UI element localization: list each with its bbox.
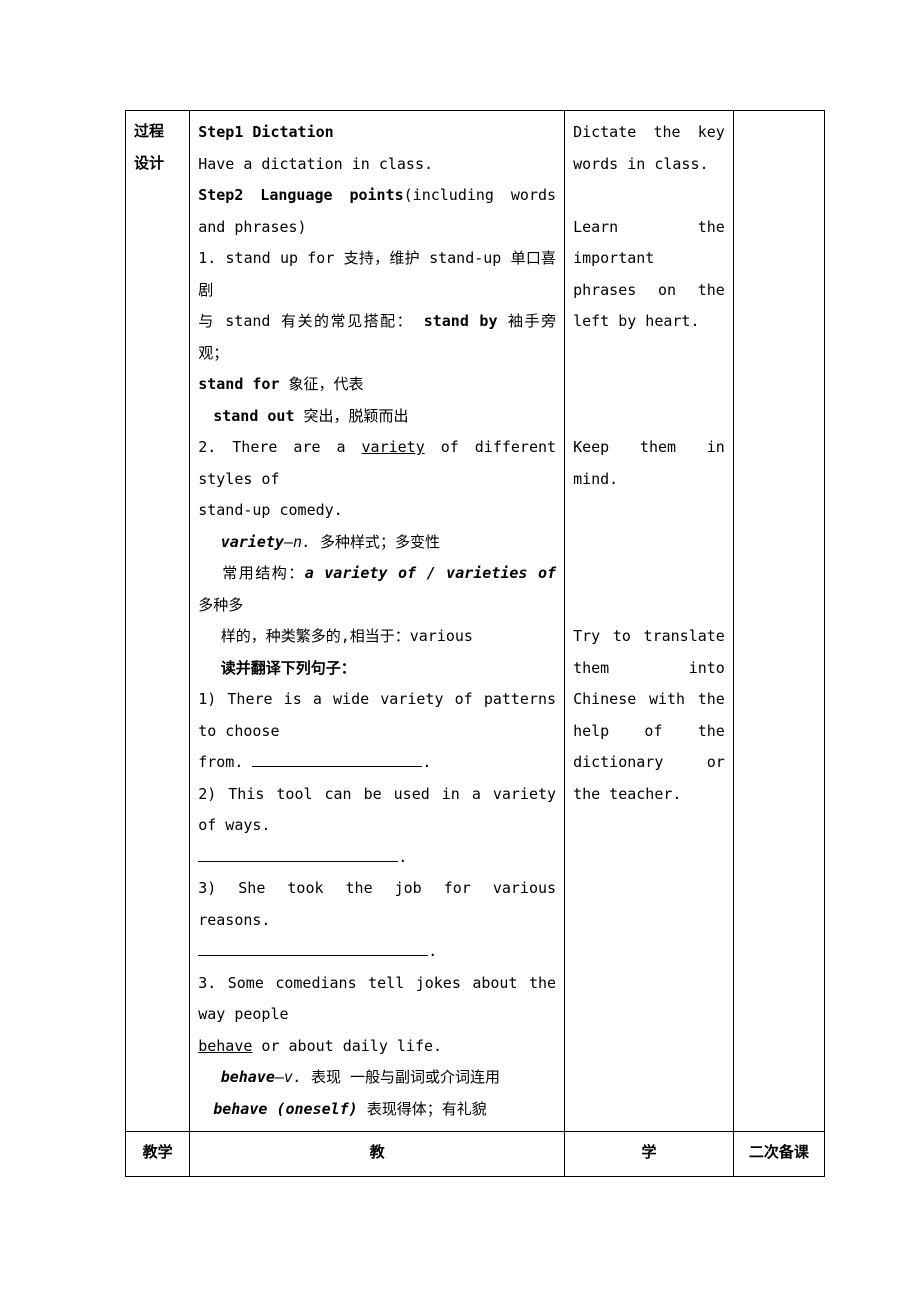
p1d-suffix: 突出，脱颖而出 bbox=[294, 407, 408, 425]
p2c-it: variety bbox=[221, 533, 284, 551]
ex1-a: 1) There is a wide variety of patterns t… bbox=[198, 684, 556, 747]
p2c-dash: — bbox=[284, 533, 293, 551]
table-row: 过程 设计 Step1 Dictation Have a dictation i… bbox=[126, 111, 825, 1132]
fill-blank bbox=[198, 940, 428, 956]
spacer bbox=[573, 495, 725, 621]
p2d-it: a variety of / varieties of bbox=[305, 564, 556, 582]
right-block-4: Try to translate them into Chinese with … bbox=[573, 621, 725, 810]
hdr-col3: 学 bbox=[565, 1132, 734, 1177]
p2a-underline: variety bbox=[362, 438, 425, 456]
right-block-3: Keep them in mind. bbox=[573, 432, 725, 495]
p3c-v: v. bbox=[284, 1068, 302, 1086]
ex2-b: . bbox=[198, 842, 556, 874]
p3c-dash: — bbox=[275, 1068, 284, 1086]
p3c-suffix: 表现 一般与副词或介词连用 bbox=[302, 1068, 500, 1086]
hdr-col2: 教 bbox=[190, 1132, 565, 1177]
p3b-suffix: or about daily life. bbox=[252, 1037, 442, 1055]
p2a-prefix: 2. There are a bbox=[198, 438, 361, 456]
p2c-n: n. bbox=[293, 533, 311, 551]
p1b-bold: stand by bbox=[424, 312, 498, 330]
step2-prefix: Step2 Language points bbox=[198, 186, 403, 204]
p3d-suffix: 表现得体；有礼貌 bbox=[358, 1100, 487, 1118]
point2-a: 2. There are a variety of different styl… bbox=[198, 432, 556, 495]
right-block-1: Dictate the key words in class. bbox=[573, 117, 725, 180]
ex3-b: . bbox=[198, 936, 556, 968]
label-line2: 设计 bbox=[134, 149, 181, 181]
ex3-a: 3) She took the job for various reasons. bbox=[198, 873, 556, 936]
row-label-cell: 过程 设计 bbox=[126, 111, 190, 1132]
student-activity-cell: Dictate the key words in class. Learn th… bbox=[565, 111, 734, 1132]
point3-b: behave or about daily life. bbox=[198, 1031, 556, 1063]
point3-c: behave—v. 表现 一般与副词或介词连用 bbox=[198, 1062, 556, 1094]
p3c-it: behave bbox=[221, 1068, 275, 1086]
hdr-col1: 教学 bbox=[126, 1132, 190, 1177]
lesson-plan-table: 过程 设计 Step1 Dictation Have a dictation i… bbox=[125, 110, 825, 1177]
step2-title: Step2 Language points(including words an… bbox=[198, 180, 556, 243]
p2d-suffix: 多种多 bbox=[198, 596, 243, 614]
p2e-text: 样的，种类繁多的,相当于：various bbox=[221, 627, 473, 645]
ex1b-text: from. bbox=[198, 753, 252, 771]
spacer bbox=[573, 338, 725, 433]
point2-b: stand-up comedy. bbox=[198, 495, 556, 527]
hdr-col4: 二次备课 bbox=[733, 1132, 824, 1177]
p2c-suffix: 多种样式；多变性 bbox=[311, 533, 440, 551]
table-row-header: 教学 教 学 二次备课 bbox=[126, 1132, 825, 1177]
point1-c: stand for 象征，代表 bbox=[198, 369, 556, 401]
point2-d: 常用结构：a variety of / varieties of 多种多 bbox=[198, 558, 556, 621]
fill-blank bbox=[252, 751, 422, 767]
right-block-2: Learn the important phrases on the left … bbox=[573, 212, 725, 338]
point2-f: 读并翻译下列句子： bbox=[198, 653, 556, 685]
document-page: 过程 设计 Step1 Dictation Have a dictation i… bbox=[0, 0, 920, 1217]
p3b-u: behave bbox=[198, 1037, 252, 1055]
p3d-it: behave (oneself) bbox=[213, 1100, 358, 1118]
point3-d: behave (oneself) 表现得体；有礼貌 bbox=[198, 1094, 556, 1126]
point1-d: stand out 突出，脱颖而出 bbox=[198, 401, 556, 433]
teaching-content-cell: Step1 Dictation Have a dictation in clas… bbox=[190, 111, 565, 1132]
p1d-bold: stand out bbox=[213, 407, 294, 425]
step1-body: Have a dictation in class. bbox=[198, 149, 556, 181]
p1c-suffix: 象征，代表 bbox=[279, 375, 363, 393]
point1-a: 1. stand up for 支持，维护 stand-up 单口喜剧 bbox=[198, 243, 556, 306]
p1b-prefix: 与 stand 有关的常见搭配： bbox=[198, 312, 424, 330]
point1-b: 与 stand 有关的常见搭配： stand by 袖手旁观； bbox=[198, 306, 556, 369]
p1c-bold: stand for bbox=[198, 375, 279, 393]
notes-cell bbox=[733, 111, 824, 1132]
p2d-prefix: 常用结构： bbox=[221, 564, 305, 582]
fill-blank bbox=[198, 846, 398, 862]
point2-c: variety—n. 多种样式；多变性 bbox=[198, 527, 556, 559]
point3-a: 3. Some comedians tell jokes about the w… bbox=[198, 968, 556, 1031]
p2f-text: 读并翻译下列句子： bbox=[221, 659, 356, 677]
label-line1: 过程 bbox=[134, 117, 181, 149]
spacer bbox=[573, 180, 725, 212]
ex1-b: from. . bbox=[198, 747, 556, 779]
step1-title: Step1 Dictation bbox=[198, 117, 556, 149]
point2-e: 样的，种类繁多的,相当于：various bbox=[198, 621, 556, 653]
ex2-a: 2) This tool can be used in a variety of… bbox=[198, 779, 556, 842]
